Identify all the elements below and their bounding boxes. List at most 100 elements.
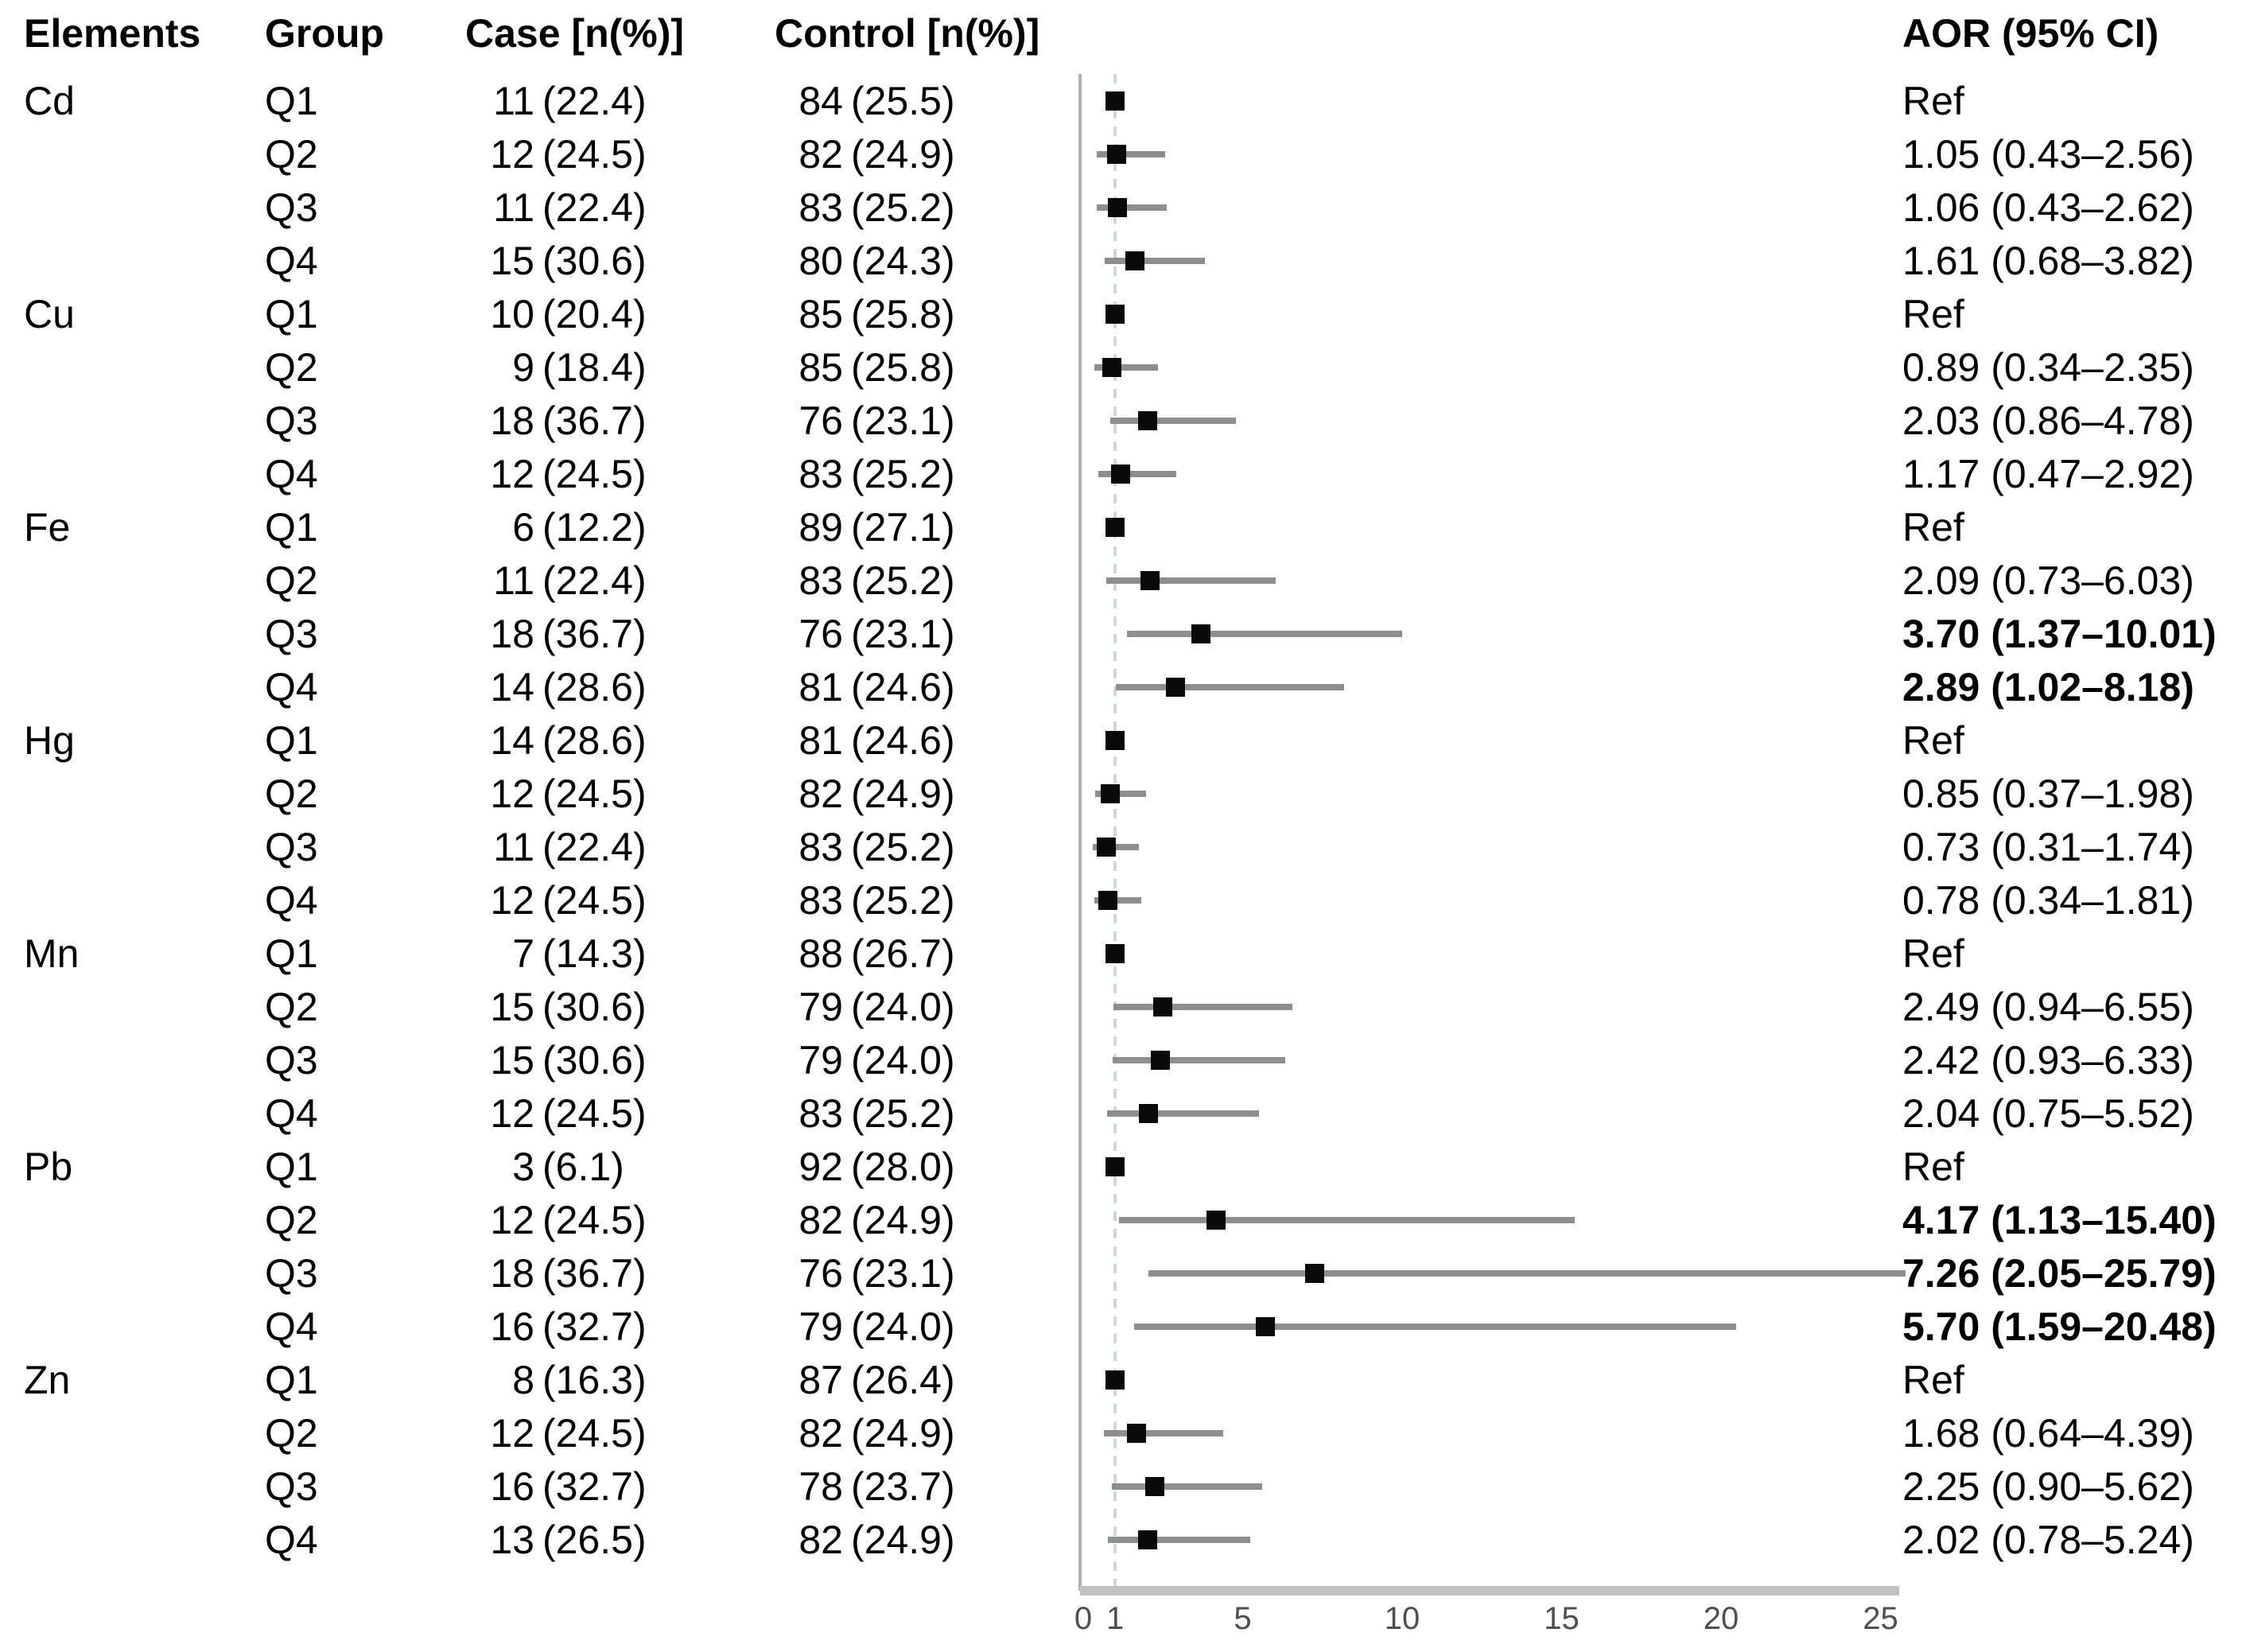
control-count: 88 — [798, 931, 843, 976]
point-marker — [1206, 1211, 1226, 1230]
case-percent: (22.4) — [542, 558, 647, 603]
control-percent: (25.2) — [851, 1091, 955, 1136]
control-cell: 87 (26.4) — [700, 1353, 954, 1407]
control-percent: (24.6) — [851, 718, 955, 763]
x-tick-label: 15 — [1544, 1601, 1580, 1636]
point-marker — [1138, 1530, 1157, 1549]
element-label: Cd — [24, 79, 75, 123]
control-percent: (28.0) — [851, 1145, 955, 1189]
case-cell: 12 (24.5) — [398, 767, 646, 821]
case-percent: (36.7) — [542, 1251, 647, 1296]
control-count: 82 — [798, 132, 843, 177]
aor-value-label: Ref — [1902, 718, 1964, 763]
case-percent: (30.6) — [542, 985, 647, 1029]
point-marker — [1105, 731, 1125, 750]
case-percent: (16.3) — [542, 1358, 647, 1402]
group-label: Q3 — [265, 1251, 318, 1296]
control-count: 89 — [798, 505, 843, 550]
aor-value-label: 2.04 (0.75–5.52) — [1902, 1091, 2194, 1136]
aor-value-label: 2.25 (0.90–5.62) — [1902, 1464, 2194, 1509]
control-count: 82 — [798, 1518, 843, 1562]
case-cell: 15 (30.6) — [398, 980, 647, 1034]
case-cell: 13 (26.5) — [398, 1513, 647, 1567]
control-cell: 79 (24.0) — [700, 1033, 954, 1087]
control-cell: 92 (28.0) — [700, 1140, 955, 1194]
point-marker — [1145, 1477, 1165, 1496]
control-cell: 83 (25.2) — [700, 820, 954, 874]
control-cell: 88 (26.7) — [700, 927, 954, 981]
control-count: 81 — [798, 665, 843, 709]
case-cell: 12 (24.5) — [398, 1193, 646, 1247]
point-marker — [1107, 198, 1127, 217]
control-cell: 82 (24.9) — [700, 767, 954, 821]
aor-value-label: Ref — [1902, 505, 1964, 550]
aor-value-label: Ref — [1902, 292, 1964, 336]
group-label: Q3 — [265, 612, 318, 656]
control-percent: (27.1) — [851, 505, 955, 550]
case-percent: (22.4) — [542, 825, 647, 869]
group-label: Q2 — [265, 1411, 318, 1456]
case-percent: (26.5) — [542, 1518, 647, 1562]
group-label: Q4 — [265, 1518, 318, 1562]
point-marker — [1191, 624, 1211, 643]
ci-line — [1094, 364, 1159, 371]
case-cell: 18 (36.7) — [398, 394, 646, 448]
case-count: 10 — [490, 292, 534, 336]
case-count: 16 — [490, 1464, 534, 1509]
point-marker — [1305, 1264, 1325, 1283]
control-count: 82 — [798, 1411, 843, 1456]
control-percent: (24.0) — [851, 985, 955, 1029]
aor-value-label: 1.17 (0.47–2.92) — [1902, 452, 2194, 496]
case-cell: 3 (6.1) — [398, 1140, 624, 1194]
ci-line — [1112, 1483, 1263, 1490]
case-count: 18 — [490, 612, 534, 656]
point-marker — [1105, 305, 1125, 324]
control-cell: 78 (23.7) — [700, 1460, 954, 1514]
case-count: 12 — [490, 1411, 534, 1456]
control-count: 83 — [798, 185, 843, 230]
group-label: Q3 — [265, 398, 318, 443]
case-count: 12 — [490, 1198, 534, 1242]
col-header-elements: Elements — [24, 11, 201, 56]
case-count: 11 — [493, 825, 534, 869]
group-label: Q1 — [265, 718, 318, 763]
case-cell: 11 (22.4) — [398, 181, 647, 235]
group-label: Q2 — [265, 1198, 318, 1242]
case-percent: (28.6) — [542, 718, 647, 763]
control-percent: (24.0) — [851, 1304, 955, 1349]
control-percent: (23.1) — [851, 612, 955, 656]
group-label: Q2 — [265, 985, 318, 1029]
control-cell: 82 (24.9) — [700, 127, 954, 181]
point-marker — [1138, 1104, 1158, 1123]
point-marker — [1125, 251, 1144, 270]
control-percent: (24.3) — [851, 239, 955, 283]
control-cell: 80 (24.3) — [700, 234, 955, 288]
control-cell: 81 (24.6) — [700, 660, 954, 714]
case-cell: 12 (24.5) — [398, 447, 646, 501]
case-count: 18 — [490, 398, 534, 443]
control-cell: 82 (24.9) — [700, 1193, 954, 1247]
control-cell: 83 (25.2) — [700, 181, 954, 235]
aor-value-label: 1.05 (0.43–2.56) — [1902, 132, 2194, 177]
control-cell: 79 (24.0) — [700, 980, 955, 1034]
case-percent: (30.6) — [542, 1038, 647, 1083]
case-percent: (24.5) — [542, 1091, 647, 1136]
point-marker — [1127, 1424, 1147, 1443]
group-label: Q4 — [265, 1304, 318, 1349]
control-count: 79 — [798, 1304, 843, 1349]
group-label: Q1 — [265, 79, 318, 123]
aor-value-label: 1.61 (0.68–3.82) — [1902, 239, 2194, 283]
control-percent: (25.2) — [851, 878, 955, 923]
ci-line — [1113, 1004, 1292, 1010]
case-count: 9 — [512, 345, 534, 390]
case-count: 6 — [512, 505, 534, 550]
point-marker — [1107, 145, 1127, 164]
case-percent: (22.4) — [542, 185, 647, 230]
element-label: Cu — [24, 292, 75, 336]
point-marker — [1105, 1157, 1125, 1176]
case-cell: 12 (24.5) — [398, 1406, 646, 1460]
case-count: 7 — [512, 931, 534, 976]
aor-value-label: 2.03 (0.86–4.78) — [1902, 398, 2194, 443]
control-count: 76 — [798, 612, 843, 656]
case-count: 11 — [493, 185, 534, 230]
